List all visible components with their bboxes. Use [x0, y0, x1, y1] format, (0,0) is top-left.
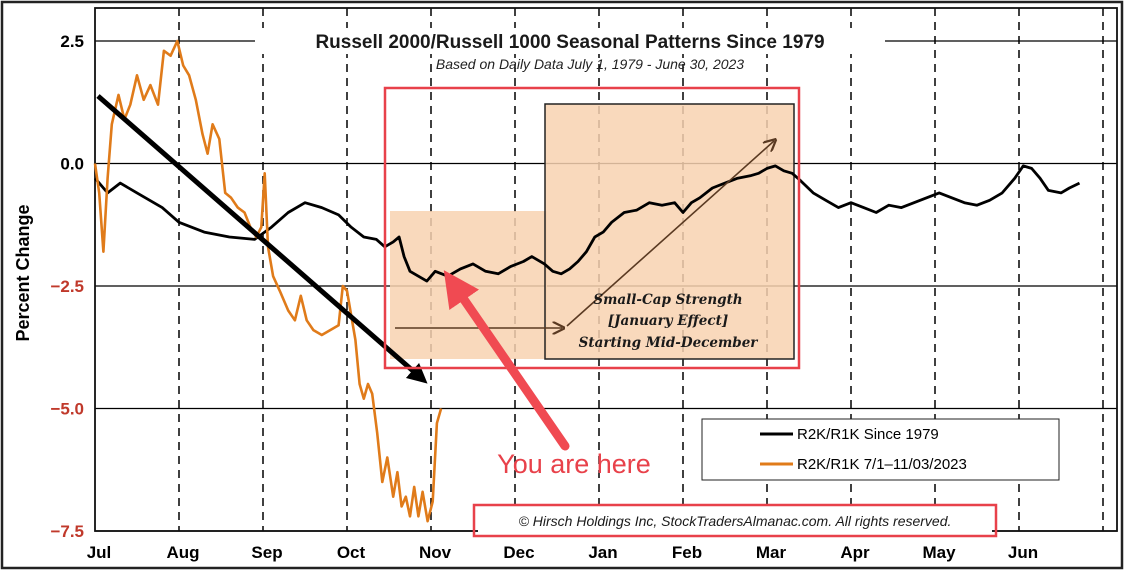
title-backdrop — [255, 28, 885, 54]
chart-subtitle: Based on Daily Data July 1, 1979 - June … — [436, 56, 744, 72]
highlight-box — [383, 86, 801, 370]
region-label-line-2: [January Effect] — [608, 313, 728, 329]
x-tick-label: Jul — [87, 543, 112, 562]
x-tick-labels: Jul Aug Sep Oct Nov Dec Jan Feb Mar Apr May Jun — [87, 543, 1038, 562]
downtrend-arrow — [96, 94, 428, 384]
x-tick-label: Feb — [672, 543, 702, 562]
shaded-region-main — [544, 103, 795, 360]
x-tick-label: Oct — [337, 543, 366, 562]
chart-title: Russell 2000/Russell 1000 Seasonal Patte… — [315, 32, 824, 53]
copyright-highlight-box — [472, 503, 998, 538]
x-tick-label: Sep — [251, 543, 282, 562]
x-tick-label: Nov — [419, 543, 452, 562]
x-tick-label: Dec — [503, 543, 534, 562]
legend-label-2: R2K/R1K 7/1–11/03/2023 — [797, 456, 967, 473]
y-tick-label: −2.5 — [50, 277, 84, 296]
region-label-line-3: Starting Mid-December — [579, 335, 759, 351]
region-label-line-1: Small-Cap Strength — [593, 292, 742, 308]
y-tick-label: −7.5 — [50, 522, 84, 541]
copyright-backdrop — [478, 507, 992, 534]
x-tick-label: Aug — [166, 543, 199, 562]
y-tick-label: −5.0 — [50, 400, 84, 419]
x-tick-label: May — [922, 543, 956, 562]
x-tick-label: Jan — [588, 543, 617, 562]
y-tick-label: 0.0 — [60, 155, 84, 174]
legend: R2K/R1K Since 1979 R2K/R1K 7/1–11/03/202… — [701, 418, 1060, 481]
y-axis-label: Percent Change — [13, 204, 33, 341]
legend-box — [701, 418, 1060, 481]
series-line-2 — [93, 39, 443, 523]
you-are-here-label: You are here — [497, 449, 651, 479]
series-lines — [93, 39, 1081, 523]
x-tick-label: Jun — [1008, 543, 1038, 562]
x-tick-label: Mar — [756, 543, 787, 562]
series-line-1 — [93, 164, 1081, 283]
y-tick-label: 2.5 — [60, 32, 84, 51]
diagonal-brown-arrow — [566, 141, 774, 327]
x-tick-label: Apr — [840, 543, 870, 562]
legend-label-1: R2K/R1K Since 1979 — [797, 426, 939, 443]
shaded-region-light — [390, 211, 547, 359]
copyright-text: © Hirsch Holdings Inc, StockTradersAlman… — [519, 513, 952, 529]
y-tick-labels: 2.5 0.0 −2.5 −5.0 −7.5 — [50, 32, 84, 541]
you-are-here-arrow — [443, 270, 570, 451]
